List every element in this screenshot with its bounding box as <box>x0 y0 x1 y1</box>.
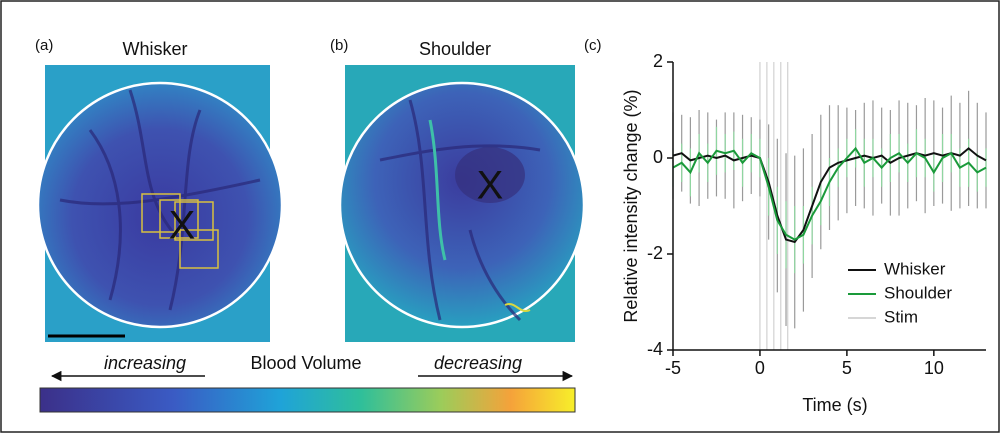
colorbar-right-label: decreasing <box>434 353 522 373</box>
image-marker: X <box>169 204 196 248</box>
whisker-image <box>36 65 284 342</box>
x-tick-label: -5 <box>665 358 681 378</box>
panel-title: Whisker <box>122 39 187 59</box>
image-marker: X <box>477 164 504 208</box>
legend-label: Shoulder <box>884 283 952 302</box>
x-tick-label: 5 <box>842 358 852 378</box>
x-tick-label: 0 <box>755 358 765 378</box>
colorbar-left-label: increasing <box>104 353 186 373</box>
panel-label: (a) <box>35 37 53 54</box>
series-line <box>672 147 987 244</box>
y-tick-label: 0 <box>653 147 663 167</box>
shoulder-image <box>338 65 586 342</box>
legend-label: Whisker <box>884 259 946 278</box>
y-axis-title: Relative intensity change (%) <box>621 89 641 322</box>
colorbar-title: Blood Volume <box>250 353 361 373</box>
plot: -4 -2 0 2 -5 0 5 10 Whisker Shoulder Stim <box>647 51 987 378</box>
panel-title: Shoulder <box>419 39 491 59</box>
legend-label: Stim <box>884 307 918 326</box>
panel-label: (b) <box>330 37 348 54</box>
colorbar <box>39 387 576 413</box>
panel-label: (c) <box>584 37 602 54</box>
series-line <box>672 146 987 241</box>
x-axis-title: Time (s) <box>802 395 867 415</box>
x-tick-label: 10 <box>924 358 944 378</box>
y-tick-label: -2 <box>647 243 663 263</box>
y-tick-label: 2 <box>653 51 663 71</box>
y-tick-label: -4 <box>647 339 663 359</box>
